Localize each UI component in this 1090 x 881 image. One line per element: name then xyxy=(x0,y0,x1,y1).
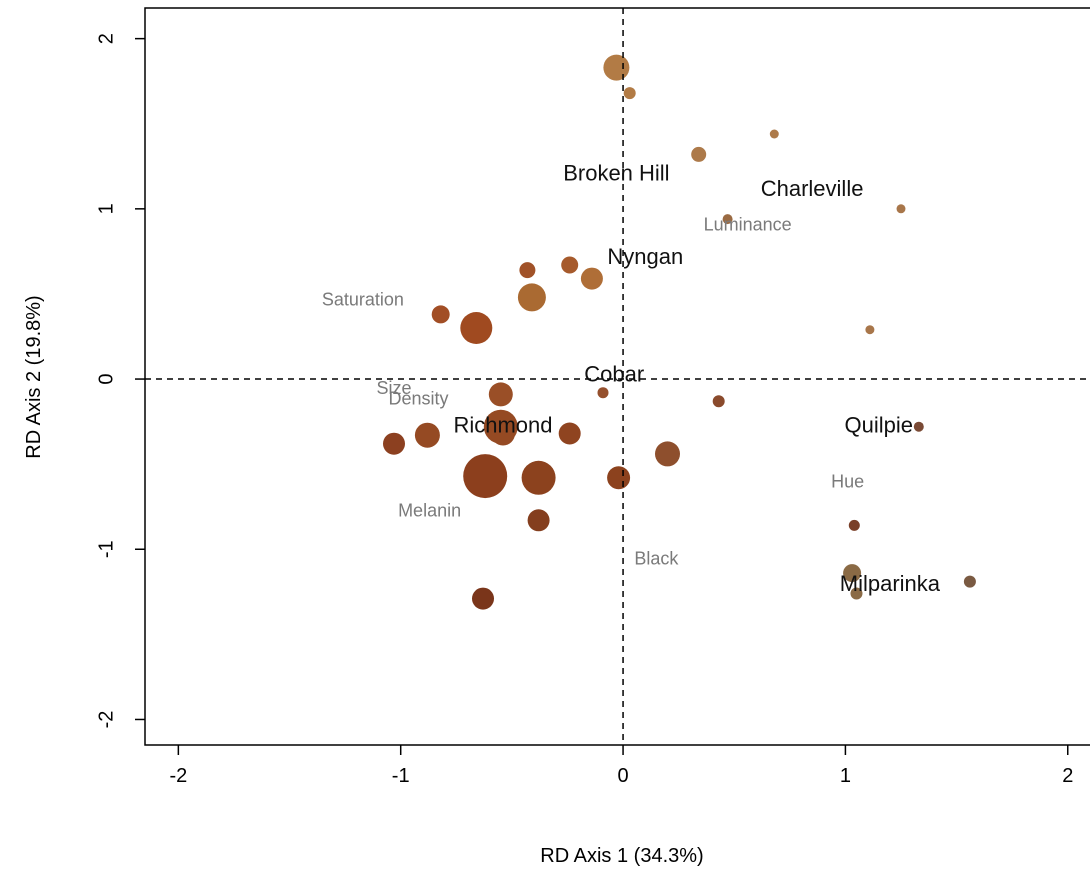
y-tick-label: 2 xyxy=(95,33,117,44)
site-label: Charleville xyxy=(761,176,864,201)
variable-label: Melanin xyxy=(398,501,461,521)
data-point xyxy=(521,460,556,495)
x-tick-label: 0 xyxy=(617,765,628,787)
data-point xyxy=(865,325,875,335)
data-point xyxy=(597,387,609,399)
y-tick-label: -2 xyxy=(95,711,117,729)
data-point xyxy=(491,421,515,446)
x-tick-label: -1 xyxy=(392,765,410,787)
y-tick-label: -1 xyxy=(95,540,117,558)
data-point xyxy=(558,422,581,445)
data-point xyxy=(527,509,550,532)
data-point xyxy=(580,267,603,290)
y-tick-label: 0 xyxy=(95,373,117,384)
variable-label: Black xyxy=(634,548,679,568)
data-point xyxy=(691,146,707,162)
data-point xyxy=(561,256,579,274)
data-point xyxy=(655,441,680,467)
data-point xyxy=(472,587,494,610)
data-point xyxy=(963,575,976,588)
data-point xyxy=(414,422,440,448)
data-point xyxy=(460,312,493,344)
data-point xyxy=(607,466,631,490)
x-tick-label: 2 xyxy=(1062,765,1073,787)
data-points xyxy=(383,54,976,610)
variable-label: Size xyxy=(376,378,411,398)
data-point xyxy=(843,564,862,583)
x-tick-label: 1 xyxy=(840,765,851,787)
data-point xyxy=(850,587,863,600)
site-label: Broken Hill xyxy=(563,161,669,186)
variable-label: Density xyxy=(388,388,448,408)
plot-frame xyxy=(144,7,1090,746)
data-point xyxy=(488,382,513,407)
data-point xyxy=(519,262,536,279)
data-point xyxy=(896,204,906,214)
site-label: Richmond xyxy=(453,413,552,438)
data-point xyxy=(712,395,725,408)
data-point xyxy=(463,454,508,499)
site-label: Milparinka xyxy=(840,571,941,596)
site-labels: Broken Hill Charleville Nyngan Cobar Richmon… xyxy=(453,161,940,596)
data-point xyxy=(722,214,733,225)
x-tick-label: -2 xyxy=(169,765,187,787)
data-point xyxy=(913,421,924,432)
site-label: Nyngan xyxy=(607,244,683,269)
data-point xyxy=(769,129,779,139)
data-point xyxy=(383,432,405,455)
y-axis-label: RD Axis 2 (19.8%) xyxy=(23,295,45,458)
variable-label: Luminance xyxy=(704,215,792,235)
plot-border xyxy=(144,7,1090,746)
site-label: Quilpie xyxy=(845,413,913,438)
variable-label: Saturation xyxy=(322,290,404,310)
axes: -2 -1 0 1 2 -2 -1 0 1 2 xyxy=(95,33,1073,787)
data-point xyxy=(623,87,636,100)
data-point xyxy=(431,305,450,324)
data-point xyxy=(517,283,546,312)
y-tick-label: 1 xyxy=(95,203,117,214)
site-label: Cobar xyxy=(584,361,644,386)
x-axis-label: RD Axis 1 (34.3%) xyxy=(540,845,703,867)
data-point xyxy=(603,54,630,81)
variable-label: Hue xyxy=(831,472,864,492)
data-point xyxy=(848,519,860,531)
